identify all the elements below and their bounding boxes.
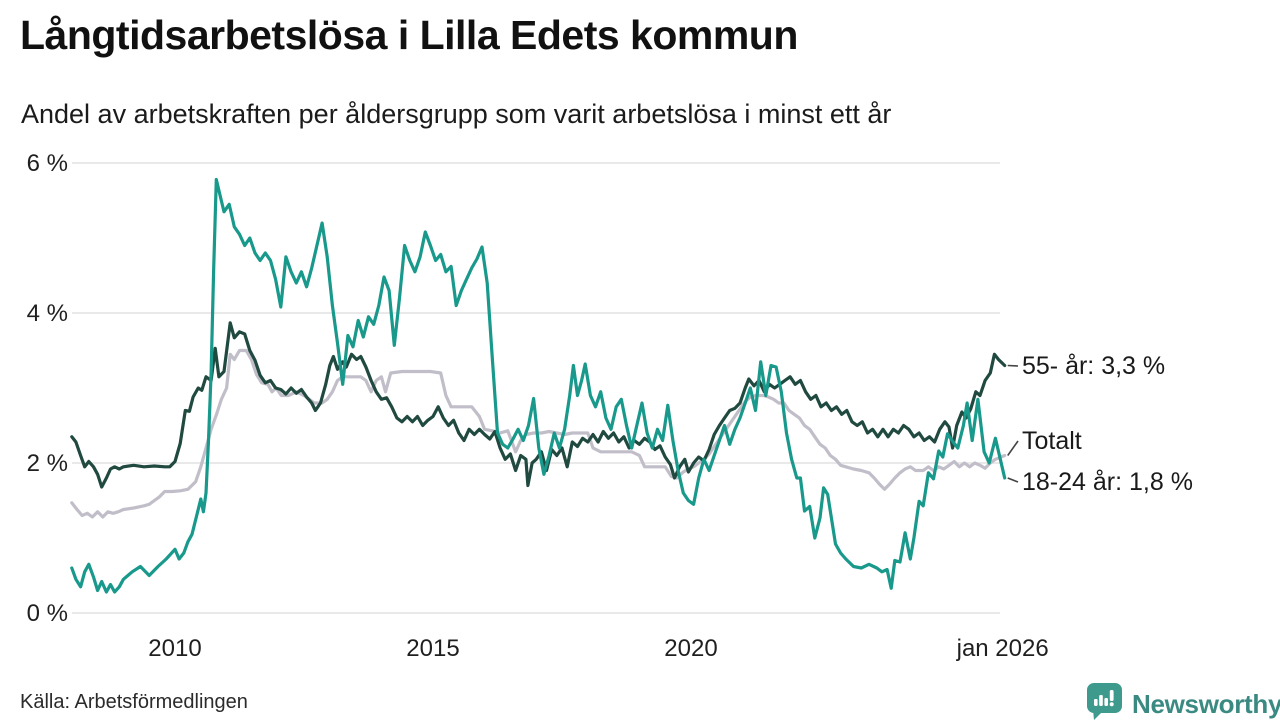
- y-tick-label: 4 %: [27, 300, 68, 327]
- brand-logo: Newsworthy: [1085, 683, 1280, 720]
- series-end-label-55-ar: 55- år: 3,3 %: [1022, 352, 1166, 380]
- series-end-label-totalt: Totalt: [1022, 427, 1082, 455]
- x-tick-label: 2015: [406, 635, 459, 662]
- chart-title: Långtidsarbetslösa i Lilla Edets kommun: [20, 12, 798, 58]
- series-end-label-18-24-ar: 18-24 år: 1,8 %: [1022, 468, 1193, 496]
- chart-subtitle: Andel av arbetskraften per åldersgrupp s…: [21, 99, 892, 129]
- series-line-18-24-r: [70, 177, 1007, 594]
- y-tick-label: 2 %: [27, 450, 68, 477]
- label-connector: [1007, 364, 1019, 367]
- newsworthy-bubble-chart-icon: [1085, 683, 1123, 720]
- y-tick-label: 0 %: [27, 600, 68, 627]
- label-connector: [1007, 440, 1019, 456]
- x-tick-label: jan 2026: [956, 635, 1049, 662]
- source-note: Källa: Arbetsförmedlingen: [20, 691, 248, 713]
- x-tick-label: 2020: [664, 635, 717, 662]
- brand-wordmark: Newsworthy: [1132, 688, 1280, 719]
- label-connector: [1007, 477, 1019, 483]
- x-tick-label: 2010: [148, 635, 201, 662]
- y-tick-label: 6 %: [27, 150, 68, 177]
- series-line-totalt: [70, 348, 1007, 519]
